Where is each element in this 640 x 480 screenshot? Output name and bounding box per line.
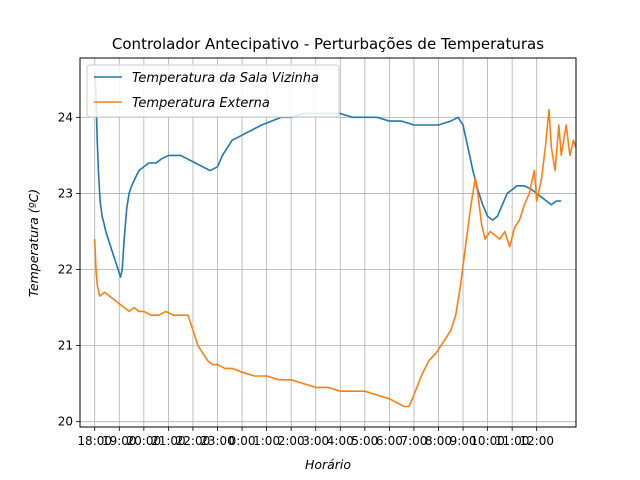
x-axis-label: Horário — [305, 457, 351, 472]
legend: Temperatura da Sala Vizinha Temperatura … — [86, 64, 340, 118]
x-tick-label: 11:00 — [495, 434, 530, 448]
x-axis: 18:0019:0020:0021:0022:0023:000:001:002:… — [77, 427, 554, 448]
x-tick-label: 20:00 — [127, 434, 162, 448]
x-tick-label: 23:00 — [200, 434, 235, 448]
y-axis-label: Temperatura (ºC) — [26, 189, 41, 297]
legend-box — [86, 64, 340, 118]
x-tick-label: 8:00 — [425, 434, 452, 448]
series-group — [93, 71, 577, 408]
series-line-2 — [93, 108, 577, 408]
x-tick-label: 0:00 — [229, 434, 256, 448]
x-tick-label: 22:00 — [176, 434, 211, 448]
y-tick-label: 24 — [58, 110, 73, 124]
x-tick-label: 7:00 — [400, 434, 427, 448]
y-axis: 20 21 22 23 24 — [58, 110, 80, 429]
x-tick-label: 18:00 — [77, 434, 112, 448]
x-tick-label: 21:00 — [151, 434, 186, 448]
x-tick-label: 19:00 — [102, 434, 137, 448]
y-tick-label: 21 — [58, 339, 73, 353]
x-tick-label: 3:00 — [302, 434, 329, 448]
grid — [80, 58, 576, 427]
legend-label-series-2: Temperatura Externa — [132, 96, 270, 111]
series-line-1 — [93, 71, 562, 278]
x-tick-label: 1:00 — [253, 434, 280, 448]
plot-frame — [79, 57, 577, 428]
x-tick-label: 4:00 — [327, 434, 354, 448]
x-tick-label: 10:00 — [470, 434, 505, 448]
y-tick-label: 23 — [58, 186, 73, 200]
x-tick-label: 2:00 — [278, 434, 305, 448]
x-tick-label: 12:00 — [519, 434, 554, 448]
legend-label-series-1: Temperatura da Sala Vizinha — [132, 71, 319, 86]
y-tick-label: 20 — [58, 415, 73, 429]
y-tick-label: 22 — [58, 263, 73, 277]
x-tick-label: 6:00 — [376, 434, 403, 448]
x-tick-label: 5:00 — [351, 434, 378, 448]
x-tick-label: 9:00 — [450, 434, 477, 448]
chart-title: Controlador Antecipativo - Perturbações … — [112, 35, 544, 53]
